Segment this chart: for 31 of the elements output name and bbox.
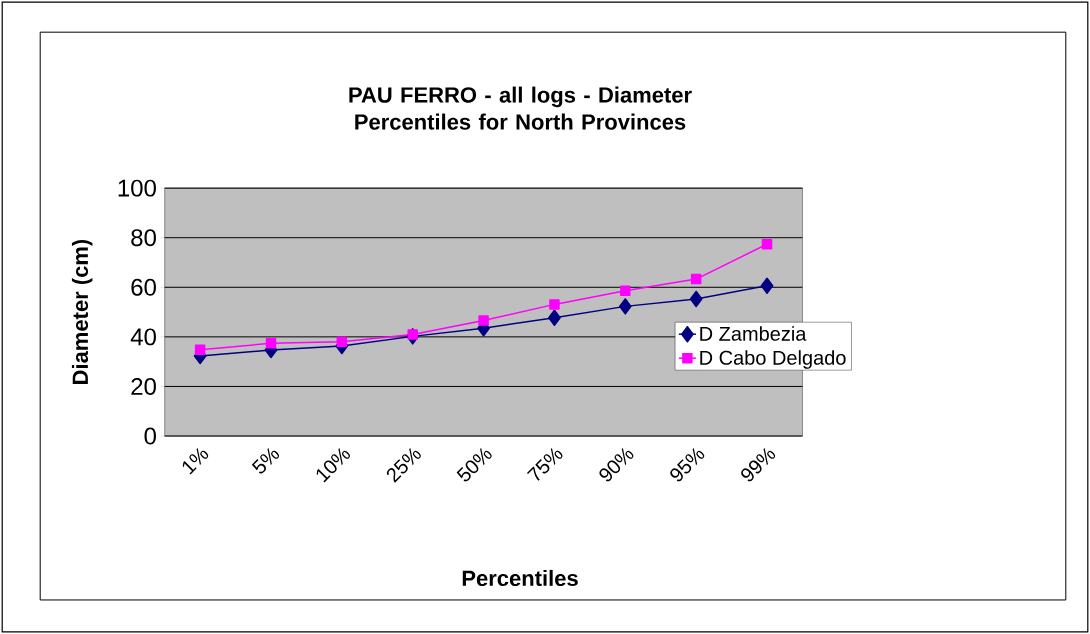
point: [618, 298, 632, 315]
point: [336, 336, 348, 347]
point: [761, 238, 773, 250]
x-tick-label: 75%: [526, 447, 563, 481]
x-tick-label: 90%: [599, 447, 634, 482]
y-tick-label: 40: [130, 328, 156, 346]
legend-label: D Zambezia: [700, 326, 807, 341]
point: [194, 344, 206, 355]
x-tick-label: 95%: [670, 447, 705, 482]
x-tick-label: 50%: [456, 447, 492, 482]
x-tick-label: 1%: [182, 447, 209, 475]
y-tick-label: 60: [131, 278, 156, 296]
point: [620, 285, 631, 296]
y-axis-title: Diameter (cm): [71, 239, 93, 384]
point: [478, 315, 489, 326]
point: [690, 273, 702, 285]
x-axis-title: Percentiles: [462, 569, 578, 586]
point: [689, 290, 703, 308]
y-tick-label: 0: [144, 427, 156, 445]
point: [407, 329, 418, 340]
point: [548, 309, 561, 326]
point: [760, 277, 774, 294]
legend-label: D Cabo Delgado: [700, 350, 846, 369]
y-tick-label: 80: [131, 229, 156, 247]
x-tick-label: 99%: [741, 447, 776, 482]
y-tick-label: 20: [131, 377, 156, 395]
chart-title: PAU FERRO - all logs - Diameter Percentiles for North Provinces: [349, 86, 692, 130]
point: [549, 299, 560, 310]
y-tick-label: 100: [118, 179, 156, 197]
point: [265, 337, 277, 349]
x-tick-label: 5%: [251, 447, 280, 474]
